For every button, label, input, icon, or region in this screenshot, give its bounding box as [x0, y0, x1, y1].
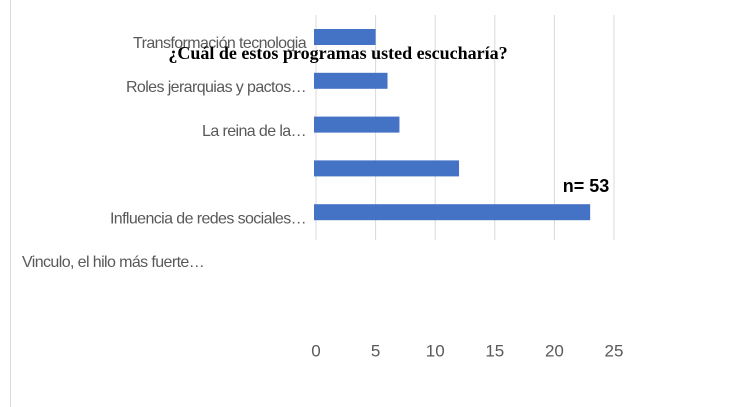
y-tick-label: Roles jerarquias y pactos…	[126, 79, 306, 96]
chart-frame	[10, 0, 11, 407]
x-tick-label: 10	[426, 341, 445, 360]
x-tick-label: 5	[371, 341, 380, 360]
bars	[314, 29, 591, 221]
grid	[315, 15, 615, 240]
chart-title: ¿Cuál de estos programas usted escucharí…	[168, 43, 507, 63]
x-tick-label: 15	[485, 341, 504, 360]
y-tick-label: Influencia de redes sociales…	[110, 210, 306, 227]
x-tick-label: 25	[605, 341, 624, 360]
x-tick-label: 0	[311, 341, 320, 360]
y-tick-label: La reina de la…	[202, 123, 306, 140]
bar	[314, 204, 591, 221]
x-tick-label: 20	[545, 341, 564, 360]
y-tick-label: Vinculo, el hilo más fuerte…	[22, 254, 204, 271]
bar	[314, 29, 376, 45]
y-tick-label: Transformación tecnologia	[133, 35, 307, 52]
bar	[314, 160, 460, 177]
bar	[314, 72, 388, 89]
bar	[314, 116, 400, 133]
annotation: n= 53	[563, 176, 610, 196]
labels: 0 5 10 15 20 25 Transformación tecnologia Roles…	[22, 35, 623, 360]
